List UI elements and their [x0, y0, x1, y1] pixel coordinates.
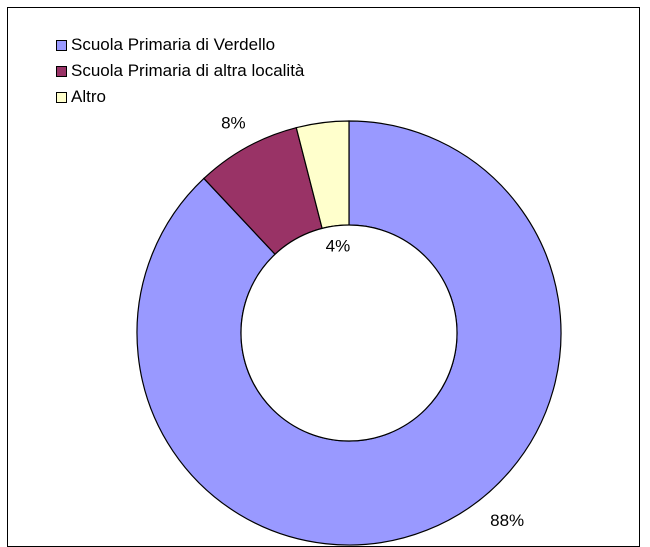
data-label-altra-localita: 8%	[221, 114, 246, 133]
legend-item-altra-localita: Scuola Primaria di altra località	[56, 60, 304, 82]
legend-label-altro: Altro	[71, 87, 106, 106]
chart-area: 88% 8% 4% Scuola Primaria di Verdello Scuo…	[7, 7, 640, 547]
donut-chart: 88% 8% 4%	[136, 114, 562, 546]
legend-swatch-altro	[56, 91, 67, 103]
legend-swatch-altra-localita	[56, 65, 67, 77]
donut-hole	[240, 224, 458, 442]
data-label-verdello: 88%	[490, 511, 524, 530]
legend-item-altro: Altro	[56, 86, 304, 108]
legend-label-verdello: Scuola Primaria di Verdello	[71, 35, 276, 54]
legend-label-altra-localita: Scuola Primaria di altra località	[71, 61, 305, 80]
legend-item-verdello: Scuola Primaria di Verdello	[56, 34, 304, 56]
data-label-altro: 4%	[326, 237, 351, 256]
legend: Scuola Primaria di Verdello Scuola Prima…	[56, 34, 304, 112]
legend-swatch-verdello	[56, 39, 67, 51]
